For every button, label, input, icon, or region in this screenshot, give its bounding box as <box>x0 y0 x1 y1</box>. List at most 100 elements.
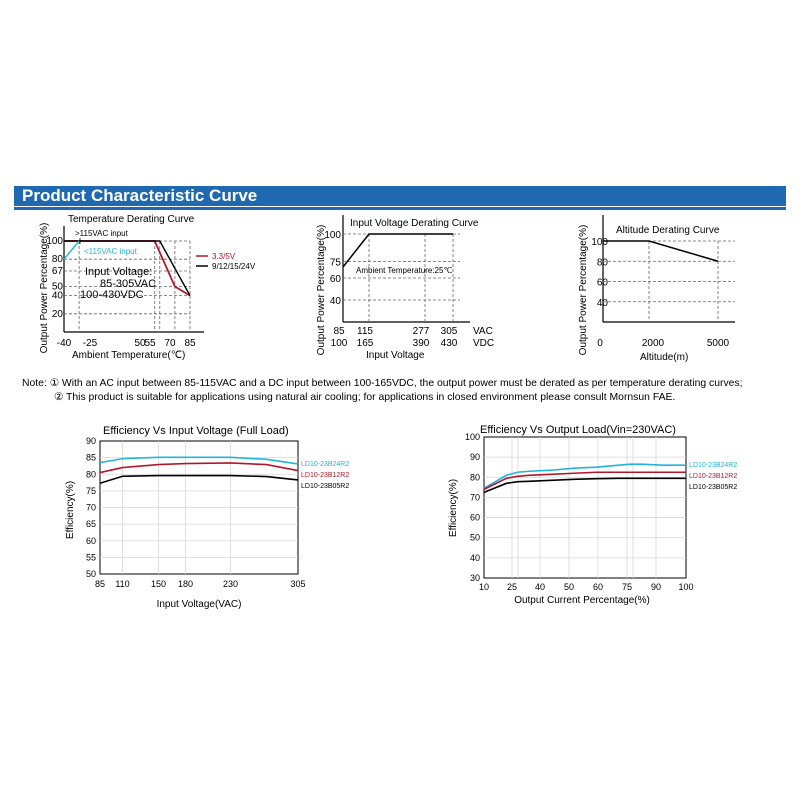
effout-xtick: 60 <box>593 582 603 592</box>
temp-ytick: 100 <box>46 236 63 247</box>
effin-xtick: 110 <box>115 579 129 589</box>
effout-series-line <box>483 463 686 490</box>
vin-ytick: 75 <box>330 258 342 269</box>
effin-ytick: 55 <box>86 552 96 562</box>
effin-title: Efficiency Vs Input Voltage (Full Load) <box>103 425 289 437</box>
alt-ytick: 60 <box>597 278 609 289</box>
effout-xlabel: Output Current Percentage(%) <box>514 595 650 606</box>
alt-title: Altitude Derating Curve <box>616 225 720 236</box>
effin-ytick: 50 <box>86 569 96 579</box>
header-underline <box>14 207 786 210</box>
alt-xlabel: Altitude(m) <box>640 352 688 363</box>
vin-xtick-vdc: 390 <box>413 338 430 349</box>
effin-ytick: 90 <box>86 436 96 446</box>
alt-series-line <box>603 240 719 262</box>
temp-xtick: 50 <box>134 338 146 349</box>
effout-legend-label: LD10-23B05R2 <box>689 484 737 491</box>
temp-annot-vac: 85-305VAC <box>100 278 156 290</box>
temp-series-line <box>63 240 80 260</box>
temp-annot-vdc: 100-430VDC <box>80 289 144 301</box>
vin-xtick-vac: 305 <box>441 326 458 337</box>
vin-xtick-vdc: 165 <box>357 338 374 349</box>
effout-series-line <box>483 471 686 491</box>
temp-annot-lt115: <115VAC input <box>84 247 138 256</box>
temp-annot-gt115: >115VAC input <box>75 229 129 238</box>
effin-xtick: 150 <box>151 579 166 589</box>
effout-xtick: 50 <box>564 582 574 592</box>
vin-xunit-vdc: VDC <box>473 338 494 349</box>
effin-ylabel: Efficiency(%) <box>65 481 76 539</box>
vin-xunit-vac: VAC <box>473 326 493 337</box>
effout-ytick: 60 <box>470 513 480 523</box>
effout-title: Efficiency Vs Output Load(Vin=230VAC) <box>480 424 676 436</box>
vin-ytick: 40 <box>330 296 342 307</box>
temp-ytick: 67 <box>52 266 64 277</box>
effout-ytick: 40 <box>470 553 480 563</box>
vin-xtick-vac: 85 <box>333 326 345 337</box>
effin-legend-label: LD10-23B05R2 <box>301 483 349 490</box>
vin-xtick-vac: 277 <box>413 326 430 337</box>
effin-series-line <box>99 462 299 474</box>
effin-xtick: 85 <box>95 579 105 589</box>
effout-ytick: 80 <box>470 472 480 482</box>
vin-xtick-vac: 115 <box>357 326 373 337</box>
temp-xlabel: Ambient Temperature(℃) <box>72 350 185 361</box>
section-title: Product Characteristic Curve <box>22 186 258 205</box>
vin-ytick: 60 <box>330 274 342 285</box>
effin-series-line <box>99 474 299 484</box>
temp-ytick: 50 <box>52 282 64 293</box>
vin-ytick: 100 <box>324 230 341 241</box>
effout-xtick: 10 <box>479 582 489 592</box>
effin-legend-label: LD10-23B24R2 <box>301 461 349 468</box>
effin-xtick: 230 <box>223 579 238 589</box>
alt-xtick: 0 <box>597 338 603 349</box>
effout-xtick: 90 <box>651 582 661 592</box>
effout-xtick: 75 <box>622 582 632 592</box>
effin-ytick: 85 <box>86 453 96 463</box>
effout-xtick: 25 <box>507 582 517 592</box>
vin-xtick-vdc: 430 <box>441 338 458 349</box>
effin-ytick: 75 <box>86 486 96 496</box>
effout-ylabel: Efficiency(%) <box>448 479 459 537</box>
effout-xtick: 100 <box>678 582 693 592</box>
effin-ytick: 70 <box>86 503 96 513</box>
effin-ytick: 65 <box>86 519 96 529</box>
temp-annot-input: Input Voltage: <box>85 266 152 278</box>
temp-series-line <box>64 240 191 296</box>
effin-legend-label: LD10-23B12R2 <box>301 472 349 479</box>
temp-xtick: -25 <box>83 338 98 349</box>
alt-xtick: 5000 <box>707 338 730 349</box>
effout-legend-label: LD10-23B24R2 <box>689 462 737 469</box>
effin-xtick: 180 <box>178 579 193 589</box>
temp-ytick: 20 <box>52 309 64 320</box>
section-header: Product Characteristic Curve <box>14 186 786 206</box>
alt-ytick: 80 <box>597 257 609 268</box>
effout-series-line <box>483 477 686 494</box>
temp-xtick: 70 <box>164 338 176 349</box>
effin-ytick: 60 <box>86 536 96 546</box>
effout-frame <box>483 436 687 579</box>
note-2: ② This product is suitable for applicati… <box>54 392 676 403</box>
effin-series-line <box>99 456 299 465</box>
temp-ytick: 80 <box>52 254 64 265</box>
temp-ytick: 40 <box>52 291 64 302</box>
temp-legend-label: 9/12/15/24V <box>212 262 256 271</box>
vin-ylabel: Output Power Percentage(%) <box>316 225 327 356</box>
effout-ytick: 50 <box>470 533 480 543</box>
alt-ytick: 40 <box>597 298 609 309</box>
temp-xtick: 55 <box>144 338 156 349</box>
temp-title: Temperature Derating Curve <box>68 214 195 225</box>
note-1: Note: ① With an AC input between 85-115V… <box>22 378 743 389</box>
effout-ytick: 90 <box>470 452 480 462</box>
alt-xtick: 2000 <box>642 338 665 349</box>
effout-legend-label: LD10-23B12R2 <box>689 473 737 480</box>
vin-xtick-vdc: 100 <box>331 338 348 349</box>
effin-xtick: 305 <box>290 579 305 589</box>
effout-ytick: 70 <box>470 492 480 502</box>
vin-annotation: Ambient Temperature:25℃ <box>356 266 452 275</box>
effin-xlabel: Input Voltage(VAC) <box>157 599 242 610</box>
temp-xtick: 85 <box>184 338 196 349</box>
vin-title: Input Voltage Derating Curve <box>350 218 479 229</box>
vin-xlabel: Input Voltage <box>366 350 425 361</box>
